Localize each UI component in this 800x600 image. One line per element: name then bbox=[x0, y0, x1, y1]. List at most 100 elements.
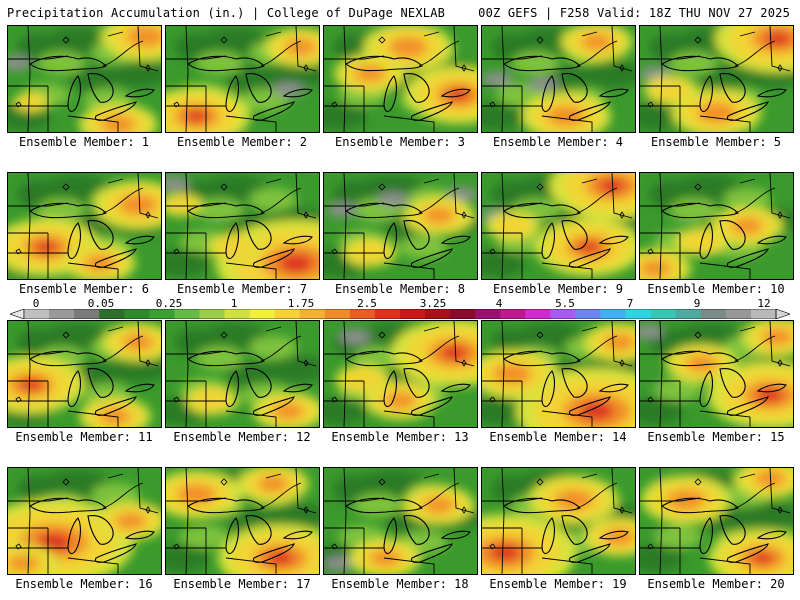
member-caption: Ensemble Member: 6 bbox=[18, 282, 150, 296]
ensemble-member-map bbox=[639, 467, 794, 575]
ensemble-member-map bbox=[481, 320, 636, 428]
ensemble-member-map bbox=[481, 467, 636, 575]
colorbar-segment bbox=[274, 309, 301, 319]
ensemble-member-map bbox=[165, 467, 320, 575]
ensemble-member-map bbox=[639, 172, 794, 280]
colorbar-tick-label: 3.25 bbox=[419, 297, 447, 310]
colorbar-segment bbox=[149, 309, 175, 319]
colorbar-segment bbox=[400, 309, 426, 319]
colorbar-segment bbox=[625, 309, 652, 319]
colorbar-segment bbox=[600, 309, 627, 319]
precip-map bbox=[324, 173, 477, 279]
member-caption: Ensemble Member: 8 bbox=[334, 282, 466, 296]
precip-map bbox=[482, 321, 635, 427]
member-caption: Ensemble Member: 4 bbox=[492, 135, 624, 149]
precip-map bbox=[166, 321, 319, 427]
precip-map bbox=[482, 173, 635, 279]
member-caption: Ensemble Member: 15 bbox=[647, 430, 785, 444]
colorbar-segment bbox=[299, 309, 326, 319]
precipitation-colorbar bbox=[10, 309, 790, 319]
colorbar-segment bbox=[249, 309, 276, 319]
member-caption: Ensemble Member: 1 bbox=[18, 135, 150, 149]
colorbar-segment bbox=[700, 309, 727, 319]
precip-map bbox=[482, 468, 635, 574]
colorbar-tick-label: 5.5 bbox=[555, 297, 575, 310]
member-caption: Ensemble Member: 18 bbox=[331, 577, 469, 591]
member-caption: Ensemble Member: 2 bbox=[176, 135, 308, 149]
member-caption: Ensemble Member: 16 bbox=[15, 577, 153, 591]
ensemble-member-map bbox=[481, 172, 636, 280]
colorbar-segment bbox=[475, 309, 501, 319]
member-caption: Ensemble Member: 9 bbox=[492, 282, 624, 296]
colorbar-segment bbox=[224, 309, 251, 319]
colorbar-tick-label: 0.05 bbox=[87, 297, 115, 310]
ensemble-member-map bbox=[7, 172, 162, 280]
colorbar-min-arrow bbox=[10, 309, 25, 319]
ensemble-member-map bbox=[323, 467, 478, 575]
precip-map bbox=[8, 173, 161, 279]
colorbar-segment bbox=[324, 309, 351, 319]
colorbar-tick-label: 7 bbox=[626, 297, 634, 310]
ensemble-member-map bbox=[323, 172, 478, 280]
member-caption: Ensemble Member: 17 bbox=[173, 577, 311, 591]
colorbar-segment bbox=[725, 309, 752, 319]
colorbar-segment bbox=[650, 309, 677, 319]
precip-map bbox=[640, 26, 793, 132]
ensemble-member-map bbox=[165, 320, 320, 428]
colorbar-tick-label: 9 bbox=[693, 297, 701, 310]
member-caption: Ensemble Member: 7 bbox=[176, 282, 308, 296]
member-caption: Ensemble Member: 20 bbox=[647, 577, 785, 591]
colorbar-segment bbox=[450, 309, 476, 319]
colorbar-max-arrow bbox=[775, 309, 790, 319]
member-caption: Ensemble Member: 12 bbox=[173, 430, 311, 444]
member-caption: Ensemble Member: 3 bbox=[334, 135, 466, 149]
ensemble-member-map bbox=[7, 25, 162, 133]
precip-map bbox=[324, 468, 477, 574]
member-caption: Ensemble Member: 5 bbox=[650, 135, 782, 149]
colorbar-tick-label: 4 bbox=[495, 297, 503, 310]
precip-map bbox=[8, 321, 161, 427]
precip-map bbox=[166, 26, 319, 132]
colorbar-tick-label: 0.25 bbox=[155, 297, 183, 310]
ensemble-member-map bbox=[639, 320, 794, 428]
colorbar-segment bbox=[750, 309, 777, 319]
colorbar-segment bbox=[174, 309, 200, 319]
chart-title: Precipitation Accumulation (in.) | Colle… bbox=[7, 6, 446, 20]
ensemble-member-map bbox=[323, 320, 478, 428]
ensemble-member-map bbox=[323, 25, 478, 133]
colorbar-segment bbox=[425, 309, 451, 319]
colorbar-segment bbox=[24, 309, 50, 319]
ensemble-member-map bbox=[7, 467, 162, 575]
precip-map bbox=[640, 173, 793, 279]
model-run-info: 00Z GEFS | F258 Valid: 18Z THU NOV 27 20… bbox=[478, 6, 790, 20]
colorbar-tick-label: 1 bbox=[230, 297, 238, 310]
colorbar-segment bbox=[99, 309, 125, 319]
colorbar-segment bbox=[124, 309, 150, 319]
colorbar-segment bbox=[500, 309, 526, 319]
colorbar-tick-label: 12 bbox=[757, 297, 771, 310]
member-caption: Ensemble Member: 10 bbox=[647, 282, 785, 296]
colorbar-segment bbox=[49, 309, 75, 319]
precip-map bbox=[166, 173, 319, 279]
precip-map bbox=[324, 26, 477, 132]
member-caption: Ensemble Member: 13 bbox=[331, 430, 469, 444]
colorbar-tick-label: 1.75 bbox=[287, 297, 315, 310]
ensemble-member-map bbox=[639, 25, 794, 133]
colorbar-segment bbox=[374, 309, 401, 319]
colorbar-tick-label: 2.5 bbox=[357, 297, 377, 310]
colorbar-segment bbox=[349, 309, 376, 319]
ensemble-member-map bbox=[7, 320, 162, 428]
precip-map bbox=[166, 468, 319, 574]
colorbar-segment bbox=[525, 309, 551, 319]
colorbar-segment bbox=[575, 309, 602, 319]
precip-map bbox=[324, 321, 477, 427]
colorbar-tick-label: 0 bbox=[32, 297, 40, 310]
precip-map bbox=[640, 468, 793, 574]
colorbar-segment bbox=[74, 309, 100, 319]
ensemble-member-map bbox=[165, 172, 320, 280]
member-caption: Ensemble Member: 19 bbox=[489, 577, 627, 591]
colorbar-segment bbox=[675, 309, 702, 319]
ensemble-member-map bbox=[165, 25, 320, 133]
member-caption: Ensemble Member: 14 bbox=[489, 430, 627, 444]
precip-map bbox=[640, 321, 793, 427]
